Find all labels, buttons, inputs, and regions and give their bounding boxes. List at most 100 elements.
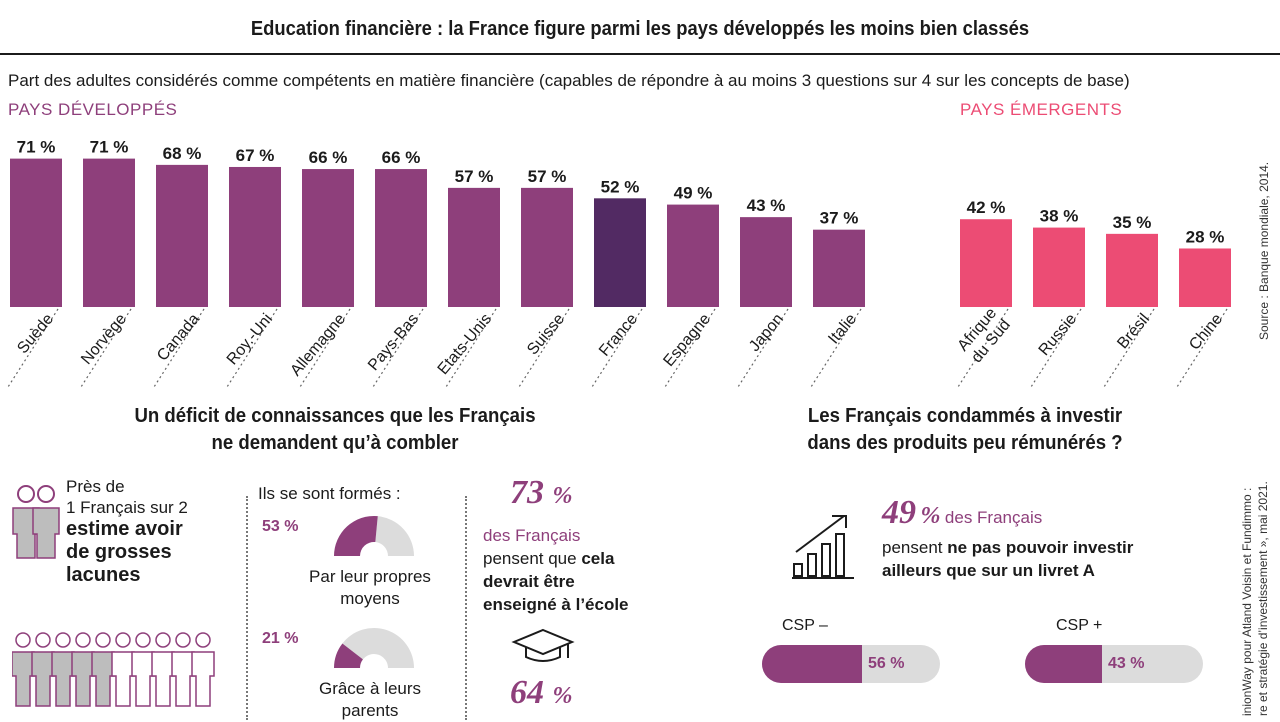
bar-6 (448, 187, 500, 307)
pres-line3: estime avoir (66, 518, 183, 540)
person-body (91, 651, 115, 707)
bar-14 (1106, 233, 1158, 307)
csp-plus-label: CSP + (1056, 617, 1103, 634)
person-head (95, 632, 111, 648)
pres-line2: 1 Français sur 2 (66, 498, 188, 517)
pres-line5: lacunes (66, 564, 141, 586)
bar-value-label: 68 % (163, 144, 202, 163)
stat49-line3: ailleurs que sur un livret A (882, 561, 1095, 580)
stat73-line2a: pensent que (483, 549, 582, 568)
category-label: Russie (1036, 311, 1081, 359)
person-head (35, 632, 51, 648)
bar-5 (375, 169, 427, 307)
source-note-bottom-1: inionWay pour Atland Voisin et Fundimmo … (1240, 487, 1254, 716)
tick-leader (372, 308, 424, 388)
section1-title: Un déficit de connaissances que les Fran… (107, 403, 563, 457)
category-label: France (596, 311, 641, 360)
bar-value-label: 49 % (674, 184, 713, 203)
tick-leader (445, 308, 497, 388)
gauge2-value: 21 % (262, 630, 299, 647)
tick-leader (810, 308, 862, 388)
person-head (175, 632, 191, 648)
tick-leader (737, 308, 789, 388)
section2-title-line1: Les Français condammés à investir (807, 405, 1123, 427)
separator (465, 496, 467, 720)
emerging-group-label: PAYS ÉMERGENTS (960, 100, 1123, 119)
gauge1-chart (334, 516, 414, 556)
stat49-after: des Français (944, 508, 1043, 527)
bar-15 (1179, 248, 1231, 307)
bar-8 (594, 198, 646, 307)
section2-title-line2: dans des produits peu rémunérés ? (807, 432, 1123, 454)
csp-minus-bar (762, 645, 940, 683)
gauge2-caption-line1: Grâce à leurs (318, 679, 422, 698)
stat73-pct: % (552, 483, 573, 509)
tick-leader (1030, 308, 1082, 388)
bar-13 (1033, 227, 1085, 307)
person-body (12, 651, 35, 707)
category-label: Canada (154, 311, 203, 365)
bar-value-label: 42 % (967, 198, 1006, 217)
gauge-value-arc (334, 516, 378, 556)
stat73-text: des Français pensent que cela devrait êt… (483, 524, 629, 616)
person-head (155, 632, 171, 648)
bar-value-label: 52 % (601, 177, 640, 196)
bar-11 (813, 229, 865, 307)
title-divider (0, 53, 1280, 55)
bar-value-label: 57 % (528, 167, 567, 186)
gauge1-caption-line1: Par leur propres (309, 567, 431, 586)
person-head (75, 632, 91, 648)
formed-label: Ils se sont formés : (258, 484, 401, 503)
bar-value-label: 35 % (1113, 213, 1152, 232)
people-pair-icon (12, 485, 60, 559)
chart-subtitle: Part des adultes considérés comme compét… (8, 71, 1130, 90)
csp-plus-fill (1025, 645, 1102, 683)
bar-value-label: 57 % (455, 167, 494, 186)
stat73-line4: enseigné à l’école (483, 595, 629, 614)
growth-chart-icon (792, 515, 854, 579)
category-label: Chine (1186, 311, 1226, 354)
source-note-bottom-2: re et stratégie d’investissement », mai … (1256, 481, 1270, 716)
person-body (111, 651, 135, 707)
stat73-line3: devrait être (483, 572, 575, 591)
tick-leader (1176, 308, 1228, 388)
stat49-line2b: ne pas pouvoir investir (947, 538, 1134, 557)
tick-leader (7, 308, 59, 388)
csp-plus-value: 43 % (1108, 655, 1145, 672)
pres-line1: Près de (66, 477, 125, 496)
bar-value-label: 43 % (747, 196, 786, 215)
people-crowd-icon (12, 632, 215, 707)
stat49: 49 % des Français (882, 494, 1042, 532)
category-label: Pays-Bas (365, 311, 422, 374)
category-label: Suisse (524, 311, 568, 359)
stat73-value: 73 (510, 474, 544, 511)
bar-4 (302, 169, 354, 307)
person-body (71, 651, 95, 707)
bar-value-label: 66 % (382, 148, 421, 167)
bar-2 (156, 164, 208, 307)
tick-leader (957, 308, 1009, 388)
person-body (171, 651, 195, 707)
person-body (151, 651, 175, 707)
gauge2-caption: Grâce à leurs parents (290, 678, 450, 722)
tick-leader (591, 308, 643, 388)
bar-chart: 71 % Suède 71 % Norvège 68 % Canada 67 % Roy.-U… (7, 138, 1231, 388)
bar-12 (960, 219, 1012, 307)
lacunes-stat: Près de 1 Français sur 2 estime avoir de… (66, 476, 188, 587)
bar-1 (83, 158, 135, 307)
person-head (195, 632, 211, 648)
bar-value-label: 71 % (17, 138, 56, 157)
gauge-remainder (342, 628, 414, 668)
category-label: Suède (14, 311, 57, 357)
csp-minus-fill (762, 645, 862, 683)
person-body (131, 651, 155, 707)
page-title: Education financière : la France figure … (250, 18, 1030, 40)
bar-value-label: 28 % (1186, 227, 1225, 246)
gauge-value-arc (334, 643, 363, 668)
category-label: Etats-Unis (435, 311, 495, 378)
person-body (191, 651, 215, 707)
person-body (31, 651, 55, 707)
category-label: Allemagne (287, 311, 349, 380)
stat49-line2a: pensent (882, 538, 948, 557)
csp-plus-bar (1025, 645, 1203, 683)
